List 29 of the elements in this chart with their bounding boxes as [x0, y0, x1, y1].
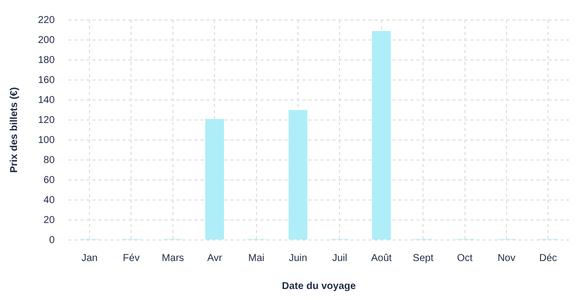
y-tick-label: 140: [38, 94, 56, 106]
x-axis-title: Date du voyage: [282, 280, 356, 292]
x-tick-label: Juil: [332, 252, 348, 264]
y-tick-label: 100: [38, 134, 56, 146]
x-tick-label: Jan: [81, 252, 98, 264]
y-tick-label: 200: [38, 34, 56, 46]
x-tick-label: Nov: [498, 252, 516, 264]
x-tick-label: Mai: [248, 252, 264, 264]
y-tick-label: 120: [38, 114, 56, 126]
y-tick-label: 80: [44, 154, 56, 166]
y-tick-label: 160: [38, 74, 56, 86]
x-tick-label: Oct: [456, 252, 473, 264]
x-tick-label: Août: [371, 252, 392, 264]
bar: [372, 31, 391, 240]
x-tick-label: Avr: [207, 252, 223, 264]
y-tick-label: 20: [44, 214, 56, 226]
y-tick-label: 0: [49, 234, 56, 246]
bar: [205, 119, 224, 240]
x-tick-label: Fév: [122, 252, 140, 264]
y-axis-title: Prix des billets (€): [8, 87, 20, 173]
x-tick-label: Juin: [288, 252, 308, 264]
x-tick-label: Sept: [412, 252, 434, 264]
y-tick-label: 40: [44, 194, 56, 206]
x-tick-label: Déc: [539, 252, 558, 264]
y-tick-label: 220: [38, 14, 56, 26]
x-tick-label: Mars: [162, 252, 184, 264]
y-tick-label: 180: [38, 54, 56, 66]
y-tick-label: 60: [44, 174, 56, 186]
bar: [288, 110, 308, 240]
